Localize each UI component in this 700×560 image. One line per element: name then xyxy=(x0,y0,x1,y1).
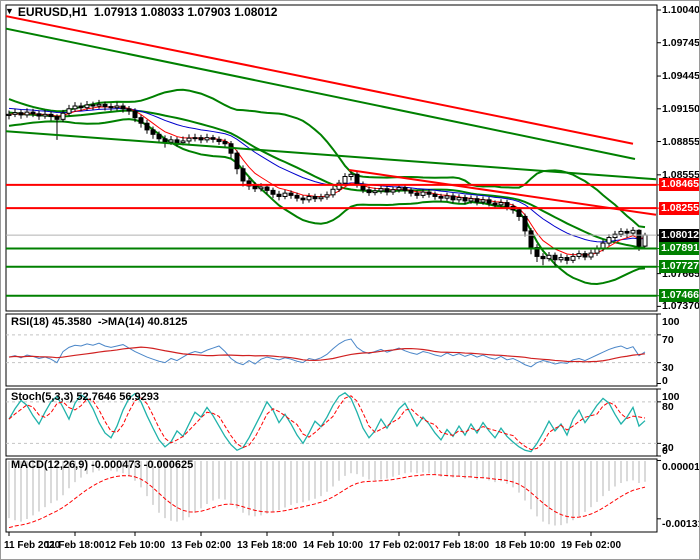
rsi-indicator-label: RSI(18) 45.3580 ->MA(14) 40.8125 xyxy=(11,316,188,328)
chart-header: ▼ EURUSD,H1 1.07913 1.08033 1.07903 1.08… xyxy=(5,5,277,19)
price-axis-label: 1.09150 xyxy=(662,102,700,115)
stoch-indicator-label: Stoch(5,3,3) 52.7646 56.9293 xyxy=(11,391,159,403)
indicator-axis-label: 0.000012 xyxy=(662,461,700,473)
price-axis-label: 1.08555 xyxy=(662,168,700,181)
indicator-axis-label: 100 xyxy=(662,391,680,403)
price-axis-label: 1.09745 xyxy=(662,36,700,49)
chart-title: EURUSD,H1 1.07913 1.08033 1.07903 1.0801… xyxy=(17,5,278,19)
indicator-axis-label: 0 xyxy=(662,375,668,387)
time-axis-label: 12 Feb 10:00 xyxy=(105,540,166,551)
indicator-axis-label: 30 xyxy=(662,361,674,374)
time-axis-label: 13 Feb 18:00 xyxy=(237,540,298,551)
symbol-marker-icon: ▼ xyxy=(5,6,14,16)
price-axis-label: 1.07370 xyxy=(662,300,700,313)
price-tag-resistance: 1.08465 xyxy=(659,178,699,192)
price-axis-label: 1.10040 xyxy=(662,4,700,16)
current-price-tag: 1.08012 xyxy=(659,228,699,242)
price-axis-label: 1.09445 xyxy=(662,70,700,83)
indicator-axis-label: 100 xyxy=(662,316,680,328)
time-axis-label: 13 Feb 02:00 xyxy=(171,540,232,551)
price-tag-resistance: 1.08255 xyxy=(659,201,699,215)
time-axis-label: 17 Feb 02:00 xyxy=(369,540,430,551)
price-tag-support: 1.07891 xyxy=(659,242,699,256)
indicator-axis-label: 20 xyxy=(662,442,674,455)
time-axis-label: 17 Feb 18:00 xyxy=(429,540,490,551)
price-tag-support: 1.07466 xyxy=(659,289,699,303)
time-axis-label: 11 Feb 18:00 xyxy=(45,540,105,551)
price-axis-label: 1.08855 xyxy=(662,135,700,148)
indicator-axis-label: 80 xyxy=(662,400,674,413)
indicator-axis-label: -0.001317 xyxy=(662,517,699,530)
indicator-axis-label: 70 xyxy=(662,333,674,346)
time-axis-label: 11 Feb 2020 xyxy=(4,540,61,551)
time-axis-label: 18 Feb 10:00 xyxy=(495,540,556,551)
time-axis-label: 14 Feb 10:00 xyxy=(303,540,364,551)
time-axis-label: 19 Feb 02:00 xyxy=(561,540,622,551)
macd-indicator-label: MACD(12,26,9) -0.000473 -0.000625 xyxy=(11,459,194,471)
price-tag-support: 1.07727 xyxy=(659,260,699,274)
indicator-axis-label: 0 xyxy=(662,445,668,457)
